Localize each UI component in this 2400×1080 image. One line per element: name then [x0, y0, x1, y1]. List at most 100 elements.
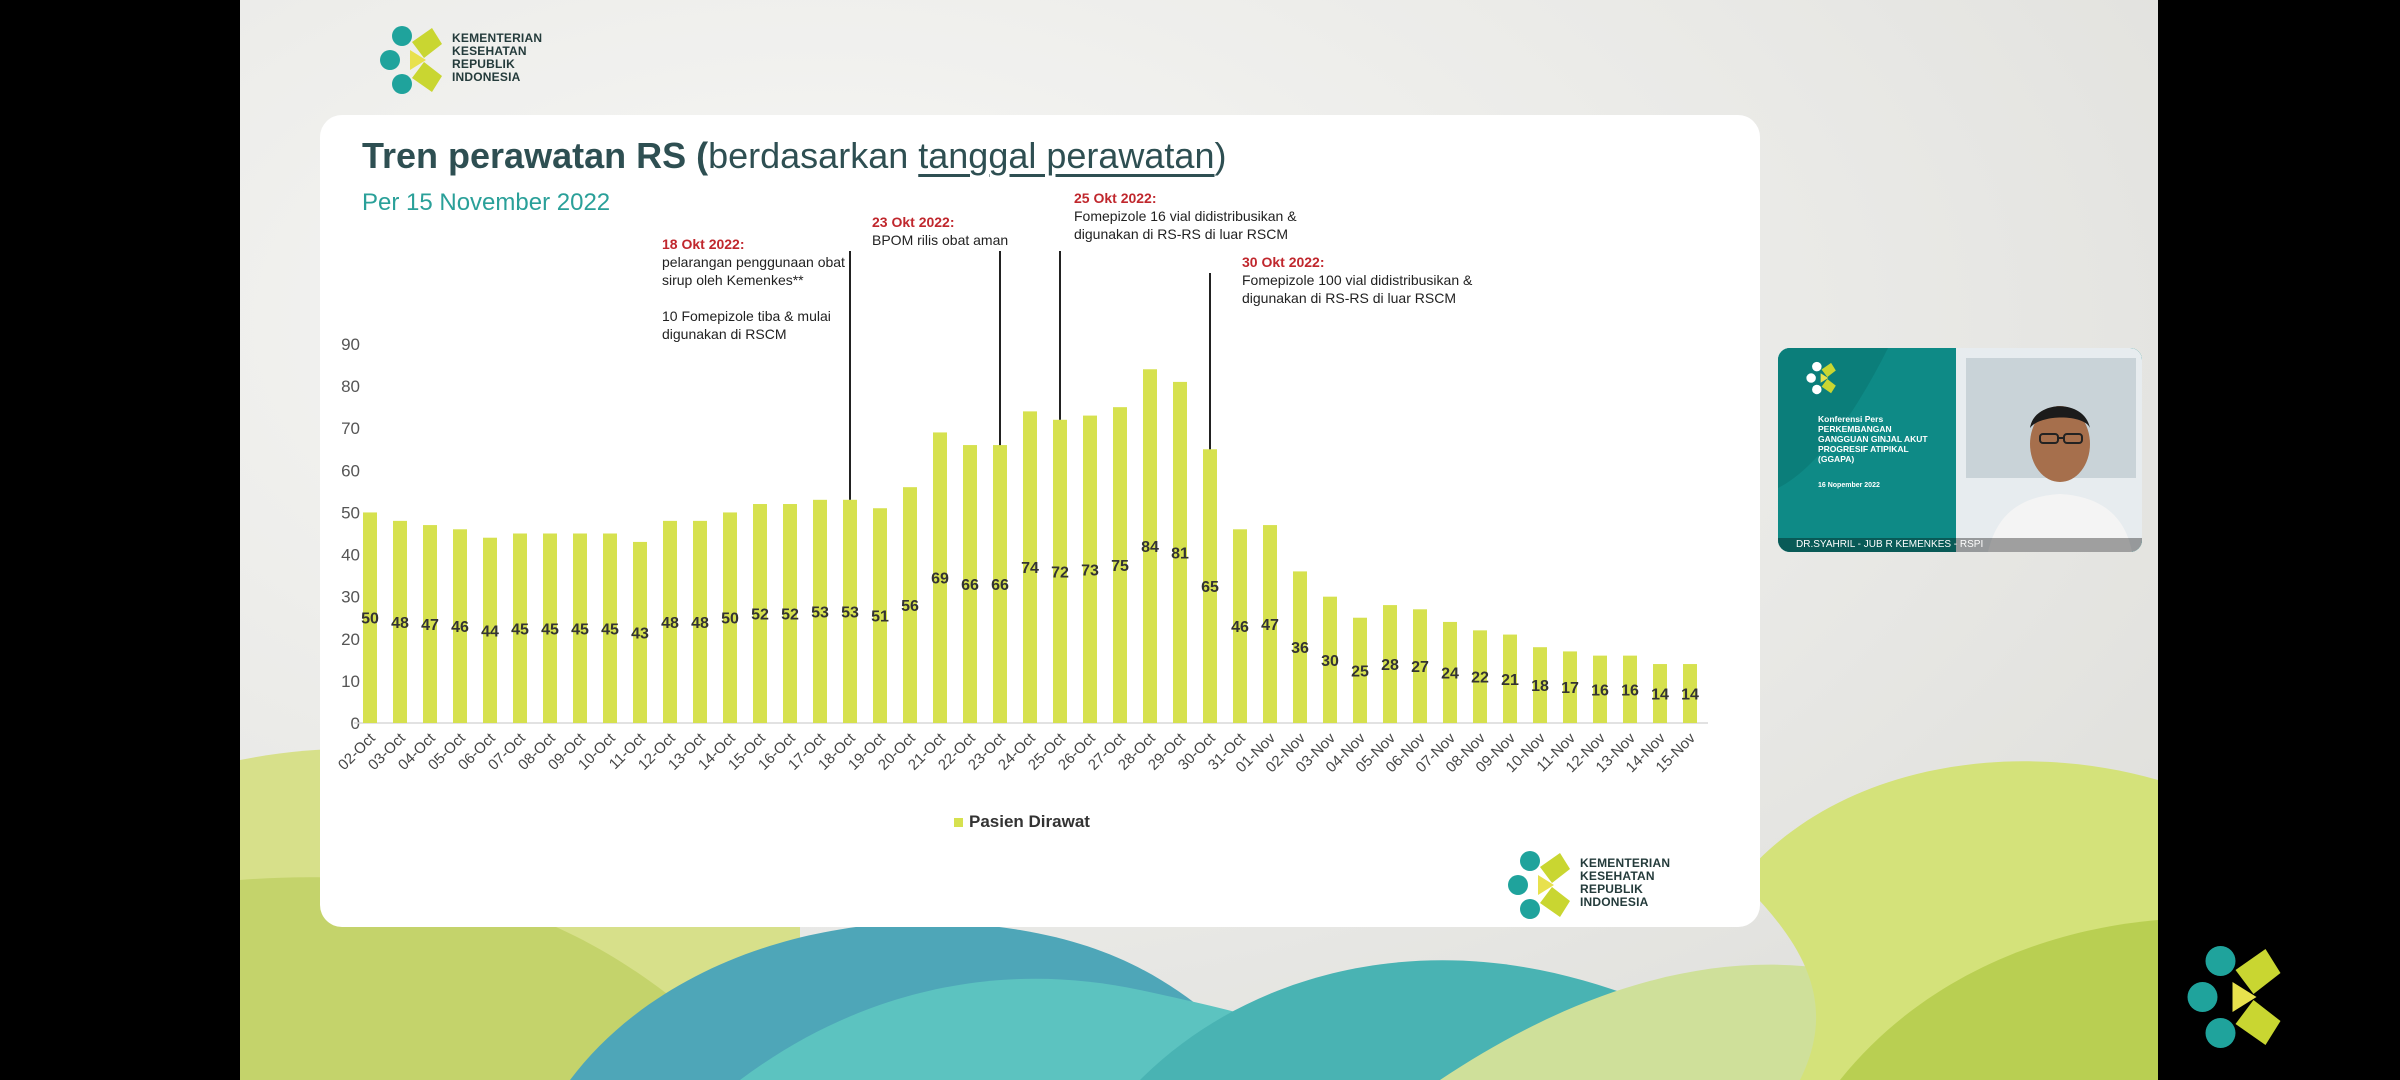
bar-03-Nov	[1323, 596, 1337, 723]
title-paren-close: )	[1214, 135, 1227, 176]
data-label: 48	[691, 615, 709, 632]
data-label: 53	[811, 604, 829, 621]
chart-title: Tren perawatan RS (berdasarkan tanggal p…	[362, 135, 1226, 177]
y-tick-label: 20	[341, 630, 360, 649]
annotation-date: 23 Okt 2022:	[872, 214, 955, 230]
bar-11-Nov	[1563, 651, 1577, 723]
bar-02-Oct	[363, 512, 377, 723]
data-label: 22	[1471, 670, 1489, 687]
y-tick-label: 80	[341, 377, 360, 396]
bar-13-Oct	[693, 520, 707, 723]
data-label: 45	[601, 621, 619, 638]
title-normal: berdasarkan	[708, 135, 919, 176]
legend-swatch	[954, 817, 963, 827]
bar-06-Oct	[483, 537, 497, 723]
data-label: 50	[361, 611, 379, 628]
annotation-text: Fomepizole 16 vial didistribusikan & dig…	[1074, 208, 1297, 242]
data-label: 51	[871, 609, 889, 626]
data-label: 72	[1051, 564, 1069, 581]
data-label: 74	[1021, 560, 1039, 577]
bar-04-Oct	[423, 525, 437, 723]
data-label: 53	[841, 604, 859, 621]
kemenkes-watermark-logo	[2187, 946, 2281, 1048]
video-caption: DR.SYAHRIL - JUB R KEMENKES - RSPI	[1778, 538, 2142, 552]
data-label: 47	[421, 617, 439, 634]
data-label: 44	[481, 623, 499, 640]
data-label: 14	[1681, 687, 1699, 704]
data-label: 25	[1351, 663, 1369, 680]
data-label: 48	[391, 615, 409, 632]
kemenkes-logo-mark	[1508, 851, 1570, 919]
presenter-hair	[2030, 406, 2090, 428]
bar-27-Oct	[1113, 407, 1127, 723]
kemenkes-logo-text: KEMENTERIAN KESEHATAN REPUBLIK INDONESIA	[452, 31, 543, 84]
y-tick-label: 60	[341, 461, 360, 480]
bar-09-Nov	[1503, 634, 1517, 723]
data-label: 14	[1651, 687, 1669, 704]
bar-07-Oct	[513, 533, 527, 723]
bar-09-Oct	[573, 533, 587, 723]
video-date: 16 Nopember 2022	[1818, 482, 1880, 489]
video-title: Konferensi Pers PERKEMBANGAN GANGGUAN GI…	[1818, 414, 1928, 464]
bar-14-Nov	[1653, 664, 1667, 723]
data-label: 46	[1231, 619, 1249, 636]
data-label: 36	[1291, 640, 1309, 657]
bar-25-Oct	[1053, 419, 1067, 723]
title-bold: Tren perawatan RS	[362, 135, 687, 176]
bar-14-Oct	[723, 512, 737, 723]
annotation-30-oct: 30 Okt 2022: Fomepizole 100 vial didistri…	[1242, 253, 1472, 307]
bar-03-Oct	[393, 520, 407, 723]
bar-04-Nov	[1353, 617, 1367, 723]
data-label: 52	[781, 607, 799, 624]
data-label: 66	[991, 577, 1009, 594]
bar-12-Oct	[663, 520, 677, 723]
data-label: 66	[961, 577, 979, 594]
y-tick-label: 70	[341, 419, 360, 438]
title-underlined: tanggal perawatan	[918, 135, 1215, 176]
data-label: 45	[571, 621, 589, 638]
kemenkes-logo-text: KEMENTERIAN KESEHATAN REPUBLIK INDONESIA	[1580, 856, 1671, 909]
slide-stage: KEMENTERIAN KESEHATAN REPUBLIK INDONESIA…	[240, 0, 2158, 1080]
y-tick-label: 40	[341, 546, 360, 565]
y-tick-label: 10	[341, 672, 360, 691]
bar-22-Oct	[963, 445, 977, 723]
data-label: 46	[451, 619, 469, 636]
bar-07-Nov	[1443, 621, 1457, 723]
bar-17-Oct	[813, 499, 827, 723]
bar-28-Oct	[1143, 369, 1157, 723]
presenter-shirt	[1988, 494, 2132, 552]
annotation-date: 30 Okt 2022:	[1242, 254, 1325, 270]
bar-13-Nov	[1623, 655, 1637, 723]
bar-11-Oct	[633, 541, 647, 723]
bar-06-Nov	[1413, 609, 1427, 723]
data-label: 69	[931, 571, 949, 588]
bar-16-Oct	[783, 504, 797, 723]
annotation-text: BPOM rilis obat aman	[872, 232, 1009, 248]
bar-08-Nov	[1473, 630, 1487, 723]
bar-26-Oct	[1083, 415, 1097, 723]
data-label: 17	[1561, 680, 1579, 697]
title-paren-open: (	[686, 135, 709, 176]
data-label: 50	[721, 611, 739, 628]
bar-21-Oct	[933, 432, 947, 723]
data-label: 48	[661, 615, 679, 632]
bar-24-Oct	[1023, 411, 1037, 723]
video-feed[interactable]: Konferensi Pers PERKEMBANGAN GANGGUAN GI…	[1778, 348, 2142, 552]
data-label: 30	[1321, 653, 1339, 670]
chart-card: Tren perawatan RS (berdasarkan tanggal p…	[320, 115, 1760, 927]
bar-05-Nov	[1383, 605, 1397, 723]
bar-18-Oct	[843, 499, 857, 723]
data-label: 52	[751, 607, 769, 624]
annotation-25-oct: 25 Okt 2022: Fomepizole 16 vial didistrib…	[1074, 189, 1297, 243]
data-label: 47	[1261, 617, 1279, 634]
data-label: 45	[541, 621, 559, 638]
data-label: 21	[1501, 672, 1519, 689]
bar-31-Oct	[1233, 529, 1247, 723]
bar-15-Nov	[1683, 664, 1697, 723]
bar-30-Oct	[1203, 449, 1217, 723]
bar-23-Oct	[993, 445, 1007, 723]
annotation-text: pelarangan penggunaan obat sirup oleh Ke…	[662, 254, 845, 342]
chart-legend: Pasien Dirawat	[954, 812, 1090, 832]
data-label: 18	[1531, 678, 1549, 695]
data-label: 43	[631, 625, 649, 642]
